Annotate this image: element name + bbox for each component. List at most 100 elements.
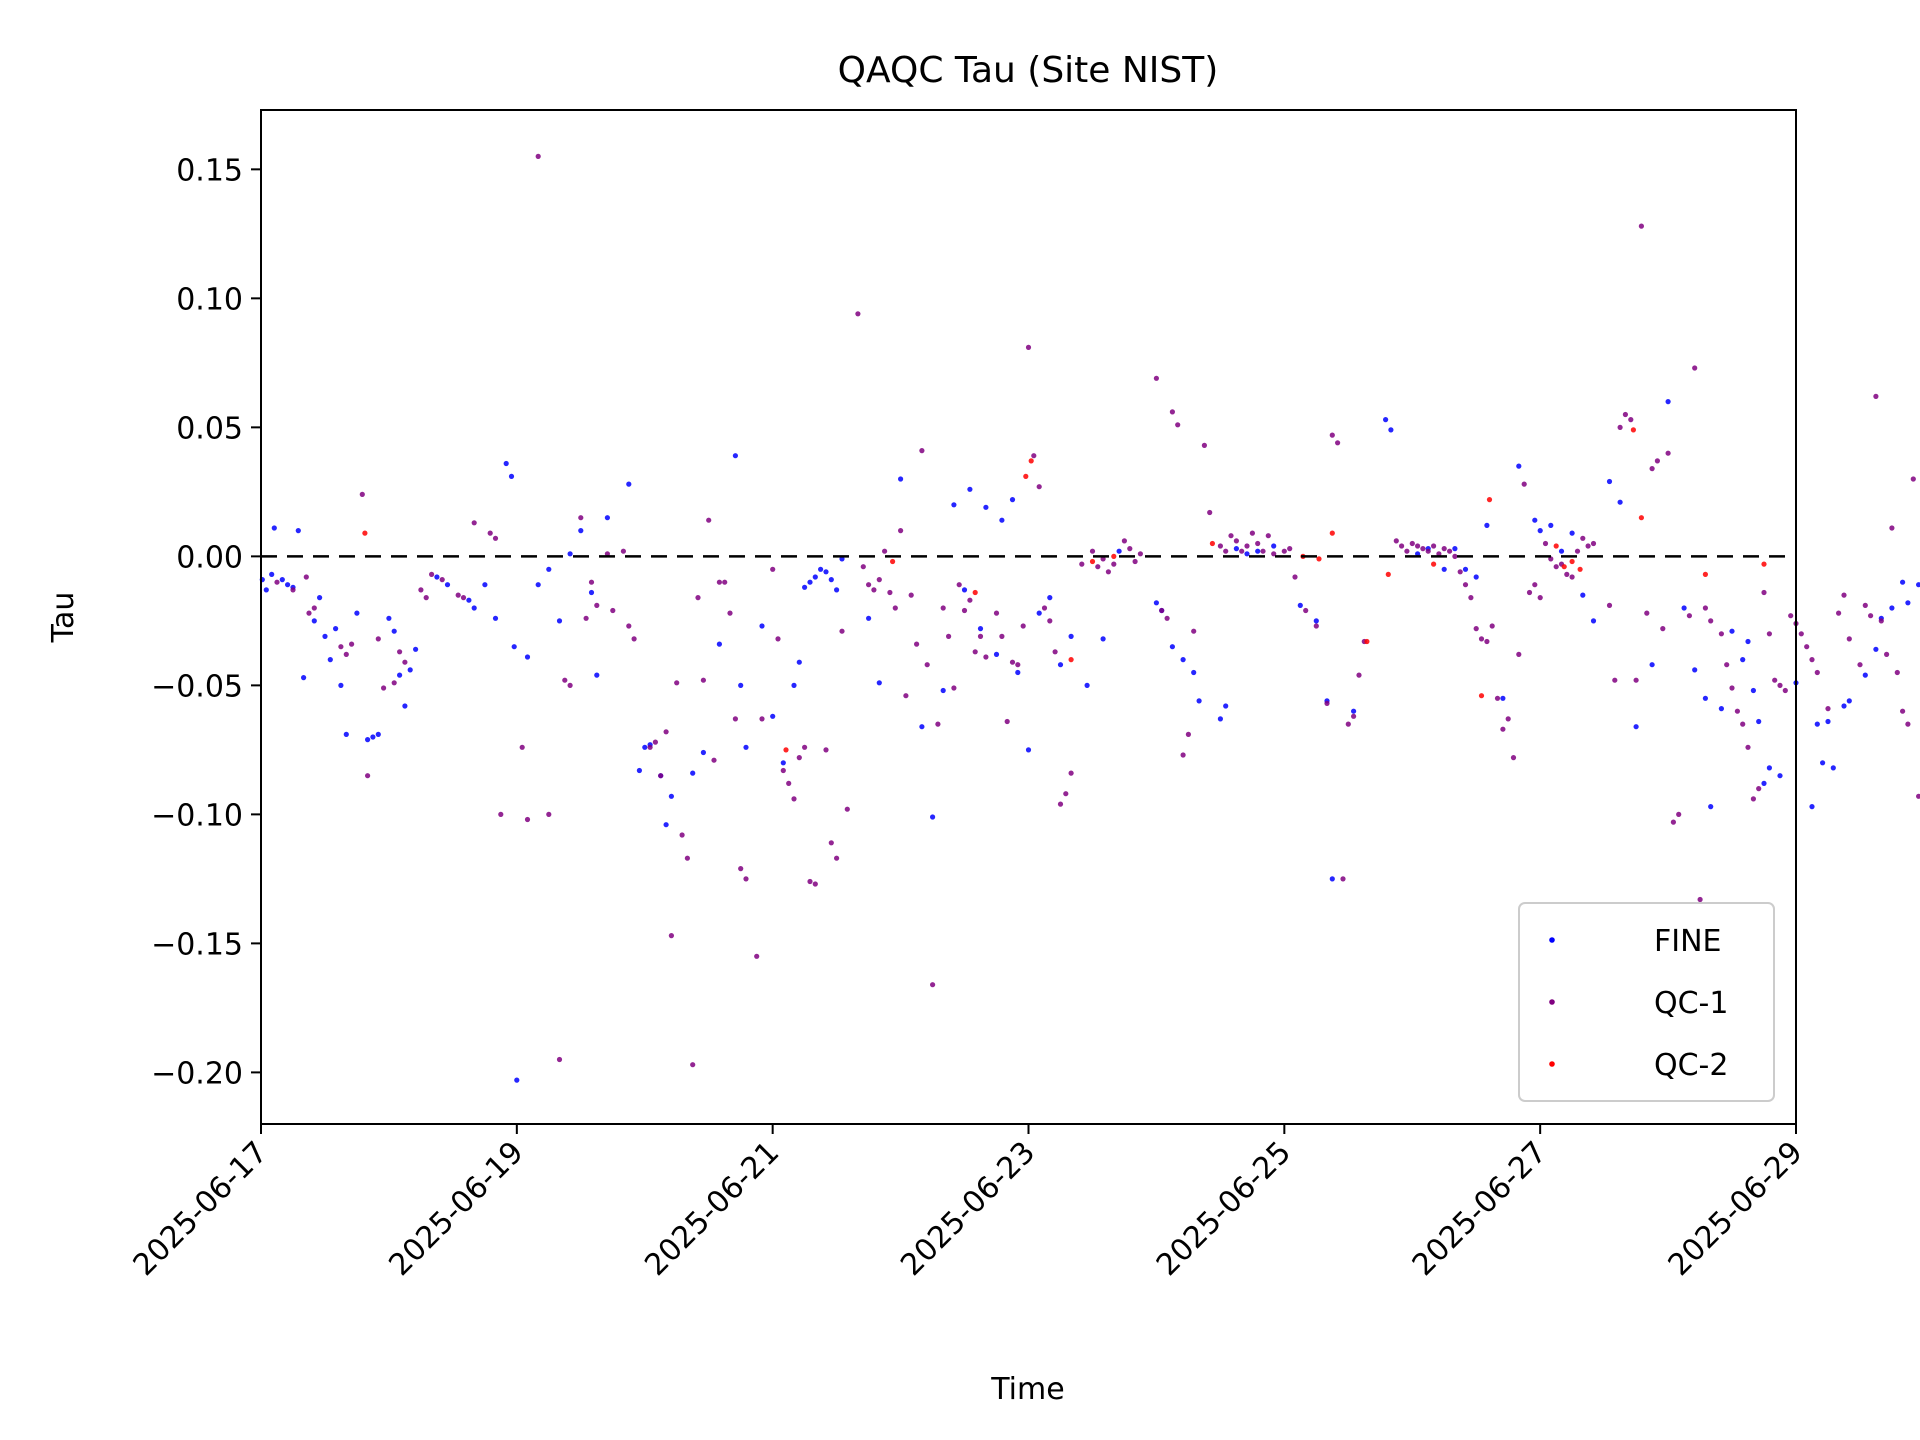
point-fine-94 <box>1153 600 1159 606</box>
point-qc-1-98 <box>972 649 978 655</box>
point-fine-26 <box>434 574 440 580</box>
point-qc-1-92 <box>940 605 946 611</box>
point-qc-1-174 <box>1468 595 1474 601</box>
point-qc-1-51 <box>700 677 707 683</box>
point-fine-111 <box>1383 417 1389 423</box>
point-fine-83 <box>999 517 1005 523</box>
point-qc-1-95 <box>956 582 962 588</box>
point-qc-1-73 <box>834 855 840 861</box>
point-qc-1-19 <box>455 592 461 598</box>
point-qc-2-24 <box>1702 571 1708 578</box>
point-fine-57 <box>743 744 749 750</box>
point-fine-104 <box>1255 548 1261 554</box>
point-qc-1-120 <box>1105 569 1111 575</box>
point-qc-1-155 <box>1340 876 1346 882</box>
point-qc-1-52 <box>706 517 712 523</box>
point-qc-1-118 <box>1095 564 1101 570</box>
point-qc-1-241 <box>1862 602 1868 609</box>
point-qc-2-18 <box>1553 543 1559 549</box>
y-tick-label: −0.15 <box>151 927 243 962</box>
point-qc-2-1 <box>783 747 789 753</box>
point-fine-10 <box>317 595 323 601</box>
point-fine-87 <box>1036 610 1042 616</box>
point-qc-1-75 <box>844 806 850 812</box>
point-fine-4 <box>279 577 285 583</box>
point-fine-73 <box>898 476 904 482</box>
point-qc-1-111 <box>1047 618 1053 624</box>
point-qc-1-54 <box>716 579 723 585</box>
point-qc-1-182 <box>1510 755 1517 761</box>
point-qc-1-68 <box>802 744 808 750</box>
point-qc-1-248 <box>1900 708 1906 714</box>
point-qc-1-129 <box>1169 409 1175 415</box>
point-fine-106 <box>1297 602 1303 609</box>
point-fine-134 <box>1681 605 1687 611</box>
point-fine-113 <box>1415 551 1421 557</box>
point-qc-1-207 <box>1654 458 1660 464</box>
point-fine-133 <box>1665 399 1671 405</box>
point-qc-1-11 <box>381 685 387 691</box>
point-fine-153 <box>1841 703 1847 709</box>
point-fine-25 <box>413 646 419 652</box>
point-qc-1-243 <box>1873 393 1879 399</box>
y-tick-label: 0.00 <box>176 540 243 575</box>
point-qc-1-244 <box>1878 618 1884 624</box>
point-qc-1-229 <box>1782 687 1788 694</box>
point-qc-1-57 <box>732 716 739 722</box>
point-qc-1-167 <box>1431 543 1437 549</box>
point-fine-36 <box>524 654 531 660</box>
point-fine-121 <box>1516 463 1522 469</box>
point-qc-1-181 <box>1505 716 1511 722</box>
point-qc-1-45 <box>668 933 675 939</box>
point-fine-8 <box>301 675 307 681</box>
point-fine-112 <box>1388 427 1394 433</box>
point-qc-1-194 <box>1574 548 1581 554</box>
point-fine-67 <box>823 569 829 575</box>
point-fine-24 <box>407 667 413 673</box>
point-fine-7 <box>295 528 301 534</box>
point-qc-1-211 <box>1676 811 1682 818</box>
y-tick-label: −0.05 <box>151 669 243 704</box>
point-qc-2-20 <box>1569 558 1575 565</box>
point-fine-140 <box>1740 657 1746 663</box>
point-fine-74 <box>919 724 925 730</box>
point-qc-1-230 <box>1788 613 1794 619</box>
y-axis: −0.20 −0.15 −0.10 −0.05 0.00 0.05 0.10 0.15 <box>151 153 261 1091</box>
point-qc-1-204 <box>1638 223 1644 229</box>
legend-marker-qc-1 <box>1549 999 1555 1005</box>
point-fine-103 <box>1244 551 1250 557</box>
point-fine-139 <box>1729 628 1735 634</box>
point-qc-1-5 <box>338 644 344 650</box>
point-fine-148 <box>1809 804 1815 810</box>
point-qc-1-74 <box>839 628 845 634</box>
point-qc-1-32 <box>578 515 584 521</box>
point-qc-2-14 <box>1385 571 1391 578</box>
point-qc-1-29 <box>556 1056 563 1063</box>
point-fine-156 <box>1873 646 1879 652</box>
point-qc-1-17 <box>429 571 435 578</box>
point-qc-1-251 <box>1916 793 1920 799</box>
point-fine-135 <box>1692 667 1698 673</box>
point-fine-41 <box>578 528 584 534</box>
point-qc-1-178 <box>1489 623 1495 629</box>
point-fine-109 <box>1329 876 1335 882</box>
point-qc-1-150 <box>1303 607 1309 614</box>
point-qc-1-10 <box>375 636 381 642</box>
point-fine-89 <box>1057 662 1064 668</box>
point-fine-100 <box>1217 716 1223 722</box>
point-qc-2-15 <box>1431 561 1437 567</box>
point-qc-1-44 <box>663 729 669 735</box>
point-qc-1-76 <box>855 311 861 317</box>
point-qc-1-2 <box>303 574 309 580</box>
legend-label-qc-1: QC-1 <box>1654 986 1728 1021</box>
point-qc-1-101 <box>993 610 1000 616</box>
point-qc-1-163 <box>1409 540 1415 547</box>
point-fine-52 <box>690 770 696 776</box>
point-fine-99 <box>1196 698 1202 704</box>
point-qc-1-227 <box>1772 677 1778 683</box>
point-qc-1-91 <box>935 721 941 727</box>
point-fine-27 <box>444 582 451 588</box>
point-qc-1-215 <box>1702 605 1708 611</box>
point-qc-1-107 <box>1025 344 1032 350</box>
